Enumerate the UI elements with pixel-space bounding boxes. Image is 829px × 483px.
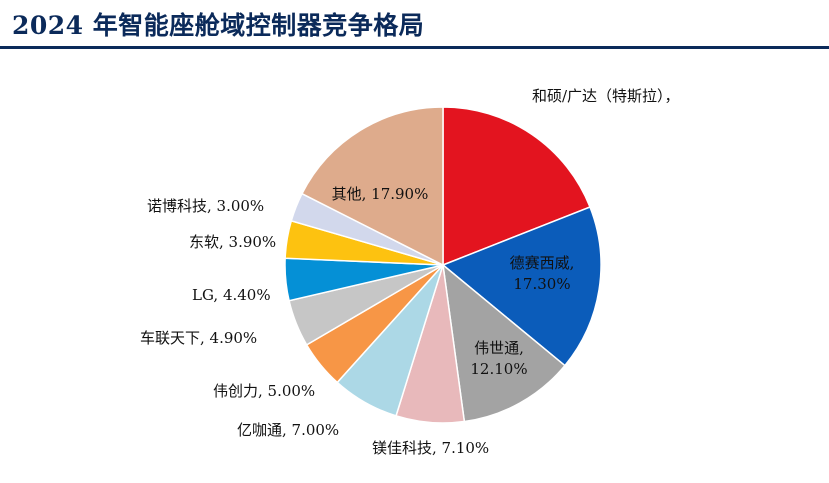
slice-label: 伟世通, 12.10% xyxy=(470,339,527,378)
slice-label: 诺博科技, 3.00% xyxy=(147,197,264,215)
pie-slice xyxy=(441,263,566,423)
slice-name: 德赛西威, xyxy=(510,254,575,272)
chart-title: 2024 年智能座舱域控制器竞争格局 xyxy=(12,11,425,40)
slice-value: 17.30% xyxy=(513,275,570,293)
title-divider xyxy=(0,46,829,49)
pie-slice xyxy=(441,206,602,367)
slice-label: 德赛西威, 17.30% xyxy=(510,254,575,293)
pie-slices xyxy=(284,106,602,424)
slice-value: 12.10% xyxy=(470,360,527,378)
pie-labels: 和硕/广达（特斯拉）， 德赛西威, 17.30% 伟世通, 12.10% 镁佳科技, 7.… xyxy=(140,87,680,457)
slice-label: 车联天下, 4.90% xyxy=(140,329,257,347)
slice-label: 其他, 17.90% xyxy=(332,185,429,203)
slice-label: 和硕/广达（特斯拉）， xyxy=(532,87,680,105)
slice-name: 伟世通, xyxy=(474,339,524,357)
slice-label: LG, 4.40% xyxy=(192,286,271,304)
slice-label: 亿咖通, 7.00% xyxy=(237,421,339,439)
slice-label: 东软, 3.90% xyxy=(189,233,276,251)
slice-label: 镁佳科技, 7.10% xyxy=(372,439,489,457)
pie-slice xyxy=(300,106,444,267)
pie-slice xyxy=(442,106,591,267)
slice-label: 伟创力, 5.00% xyxy=(213,382,315,400)
